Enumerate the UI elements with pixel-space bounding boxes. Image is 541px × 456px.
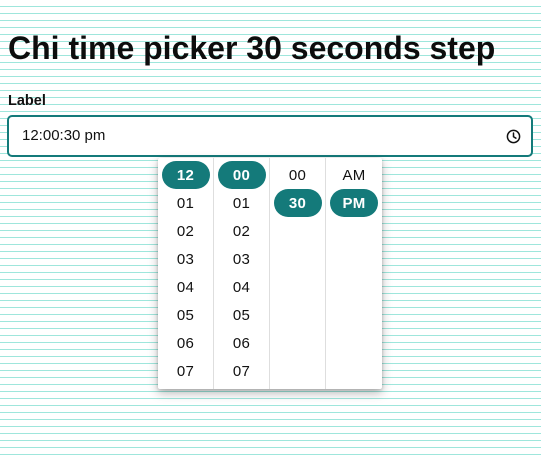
hours-option[interactable]: 02 [176,222,195,240]
time-input-value[interactable]: 12:00:30 pm [22,127,106,144]
hours-option[interactable]: 05 [176,306,195,324]
time-picker-dropdown: 12 01 02 03 04 05 06 07 00 01 02 03 04 05 06 07 00 30 A… [158,158,382,389]
hours-column: 12 01 02 03 04 05 06 07 [158,158,214,389]
hours-option[interactable]: 03 [176,250,195,268]
time-field-label: Label [8,93,46,109]
minutes-option[interactable]: 02 [232,222,251,240]
clock-icon[interactable] [505,128,521,144]
page-title: Chi time picker 30 seconds step [8,30,496,66]
time-input[interactable]: 12:00:30 pm [7,115,533,157]
seconds-option-selected[interactable]: 30 [273,189,322,217]
minutes-column: 00 01 02 03 04 05 06 07 [214,158,270,389]
hours-option[interactable]: 07 [176,362,195,380]
period-column: AM PM [326,158,382,389]
seconds-option[interactable]: 00 [288,166,307,184]
hours-option-selected[interactable]: 12 [161,161,210,189]
hours-option[interactable]: 04 [176,278,195,296]
period-option[interactable]: AM [342,166,366,184]
minutes-option[interactable]: 07 [232,362,251,380]
minutes-option[interactable]: 01 [232,194,251,212]
period-option-selected[interactable]: PM [330,189,378,217]
minutes-option[interactable]: 06 [232,334,251,352]
minutes-option[interactable]: 03 [232,250,251,268]
minutes-option-selected[interactable]: 00 [217,161,266,189]
minutes-option[interactable]: 05 [232,306,251,324]
minutes-option[interactable]: 04 [232,278,251,296]
hours-option[interactable]: 01 [176,194,195,212]
seconds-column: 00 30 [270,158,326,389]
hours-option[interactable]: 06 [176,334,195,352]
